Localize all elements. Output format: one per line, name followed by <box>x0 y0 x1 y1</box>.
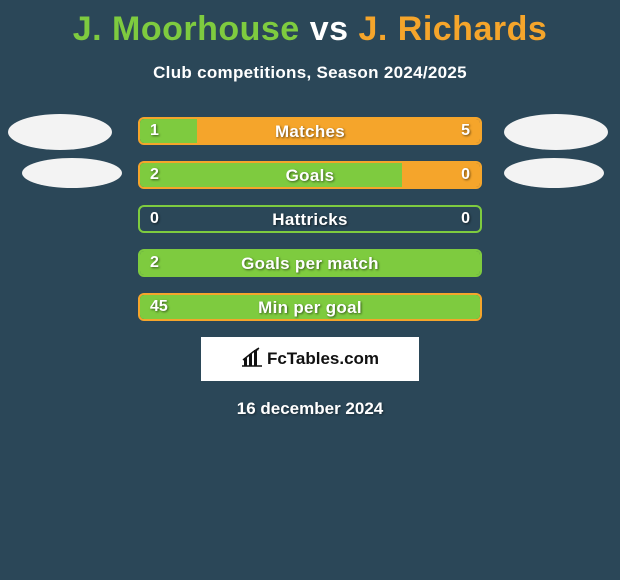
stat-row: Goals per match2 <box>0 249 620 277</box>
bar-fill-player2 <box>402 163 480 187</box>
stat-row: Min per goal45 <box>0 293 620 321</box>
stat-row: Hattricks0 0 <box>0 205 620 233</box>
player-avatar-left <box>22 158 122 188</box>
bar-track: Matches15 <box>138 117 482 145</box>
bar-value-player2: 0 <box>461 210 470 228</box>
brand-inner: FcTables.com <box>241 347 379 372</box>
brand-text: FcTables.com <box>267 349 379 369</box>
bar-track: Min per goal45 <box>138 293 482 321</box>
player-avatar-right <box>504 114 608 150</box>
stat-row: Matches15 <box>0 117 620 145</box>
bar-fill-player1 <box>140 251 480 275</box>
bar-track: Goals per match2 <box>138 249 482 277</box>
bar-track: Hattricks0 0 <box>138 205 482 233</box>
bar-fill-player1 <box>140 163 402 187</box>
stats-chart: Matches15 Goals20 Hattricks0 0 Goals per mat… <box>0 117 620 321</box>
brand-badge: FcTables.com <box>201 337 419 381</box>
bar-label: Hattricks <box>140 210 480 230</box>
vs-text: vs <box>310 10 349 48</box>
player2-name: J. Richards <box>358 10 547 48</box>
subtitle: Club competitions, Season 2024/2025 <box>0 63 620 83</box>
date-text: 16 december 2024 <box>0 399 620 419</box>
chart-icon <box>241 347 263 372</box>
page-title: J. Moorhouse vs J. Richards <box>0 0 620 49</box>
bar-value-player1: 0 <box>150 210 159 228</box>
player1-name: J. Moorhouse <box>73 10 300 48</box>
bar-fill-player2 <box>197 119 480 143</box>
stat-row: Goals20 <box>0 161 620 189</box>
bar-track: Goals20 <box>138 161 482 189</box>
bar-fill-player1 <box>140 119 197 143</box>
player-avatar-left <box>8 114 112 150</box>
comparison-infographic: J. Moorhouse vs J. Richards Club competi… <box>0 0 620 580</box>
player-avatar-right <box>504 158 604 188</box>
bar-fill-player1 <box>140 295 480 319</box>
